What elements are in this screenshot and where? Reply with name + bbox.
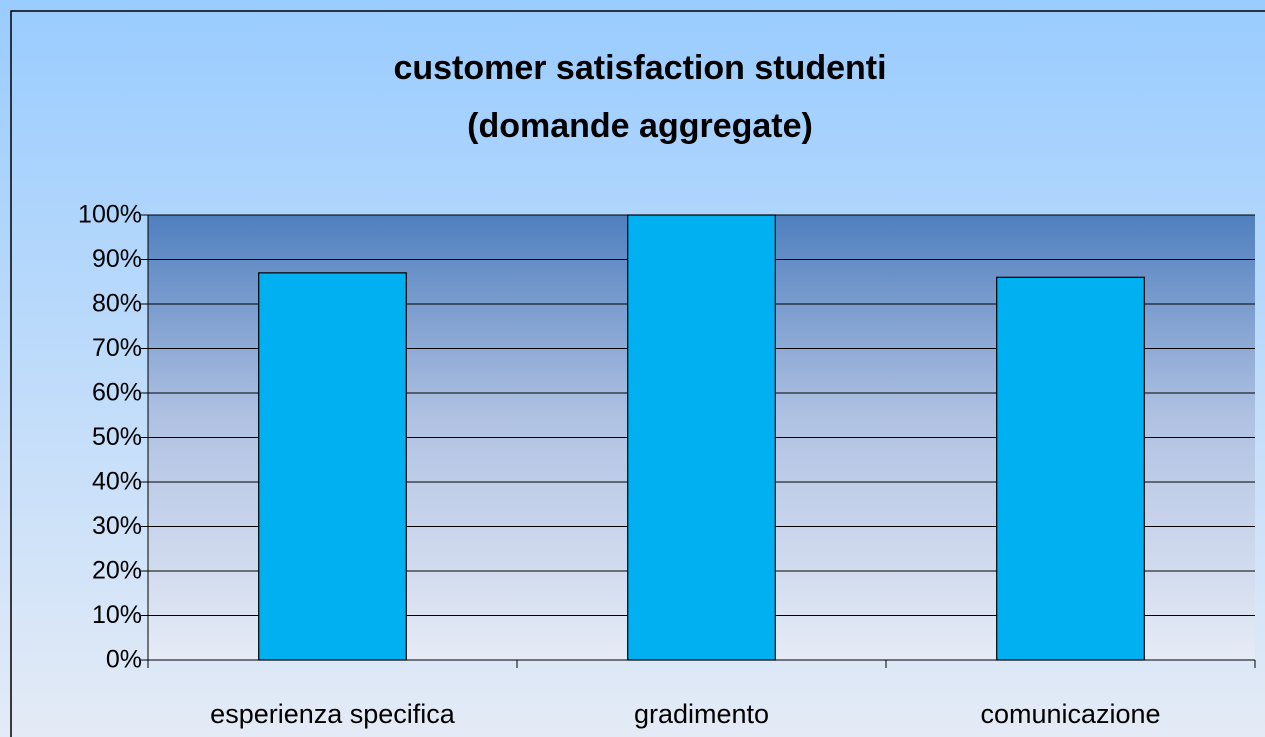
y-tick-label: 60% <box>92 379 142 407</box>
y-tick-label: 80% <box>92 290 142 318</box>
chart-border <box>10 10 1265 737</box>
bar <box>996 276 1145 661</box>
y-tick-label: 50% <box>92 423 142 451</box>
y-tick-label: 70% <box>92 334 142 362</box>
chart-title: (domande aggregate) <box>467 107 813 145</box>
chart-title: customer satisfaction studenti <box>393 49 886 87</box>
x-tick-label: esperienza specifica <box>210 699 456 729</box>
y-tick-label: 10% <box>92 601 142 629</box>
x-tick-label: comunicazione <box>980 699 1160 729</box>
y-tick-label: 20% <box>92 557 142 585</box>
y-tick-label: 100% <box>78 201 142 229</box>
y-tick-label: 30% <box>92 512 142 540</box>
bar <box>258 272 407 661</box>
y-tick-label: 0% <box>106 646 142 674</box>
y-tick-label: 90% <box>92 245 142 273</box>
bar <box>627 214 776 661</box>
x-tick-label: gradimento <box>634 699 769 729</box>
y-tick-label: 40% <box>92 468 142 496</box>
